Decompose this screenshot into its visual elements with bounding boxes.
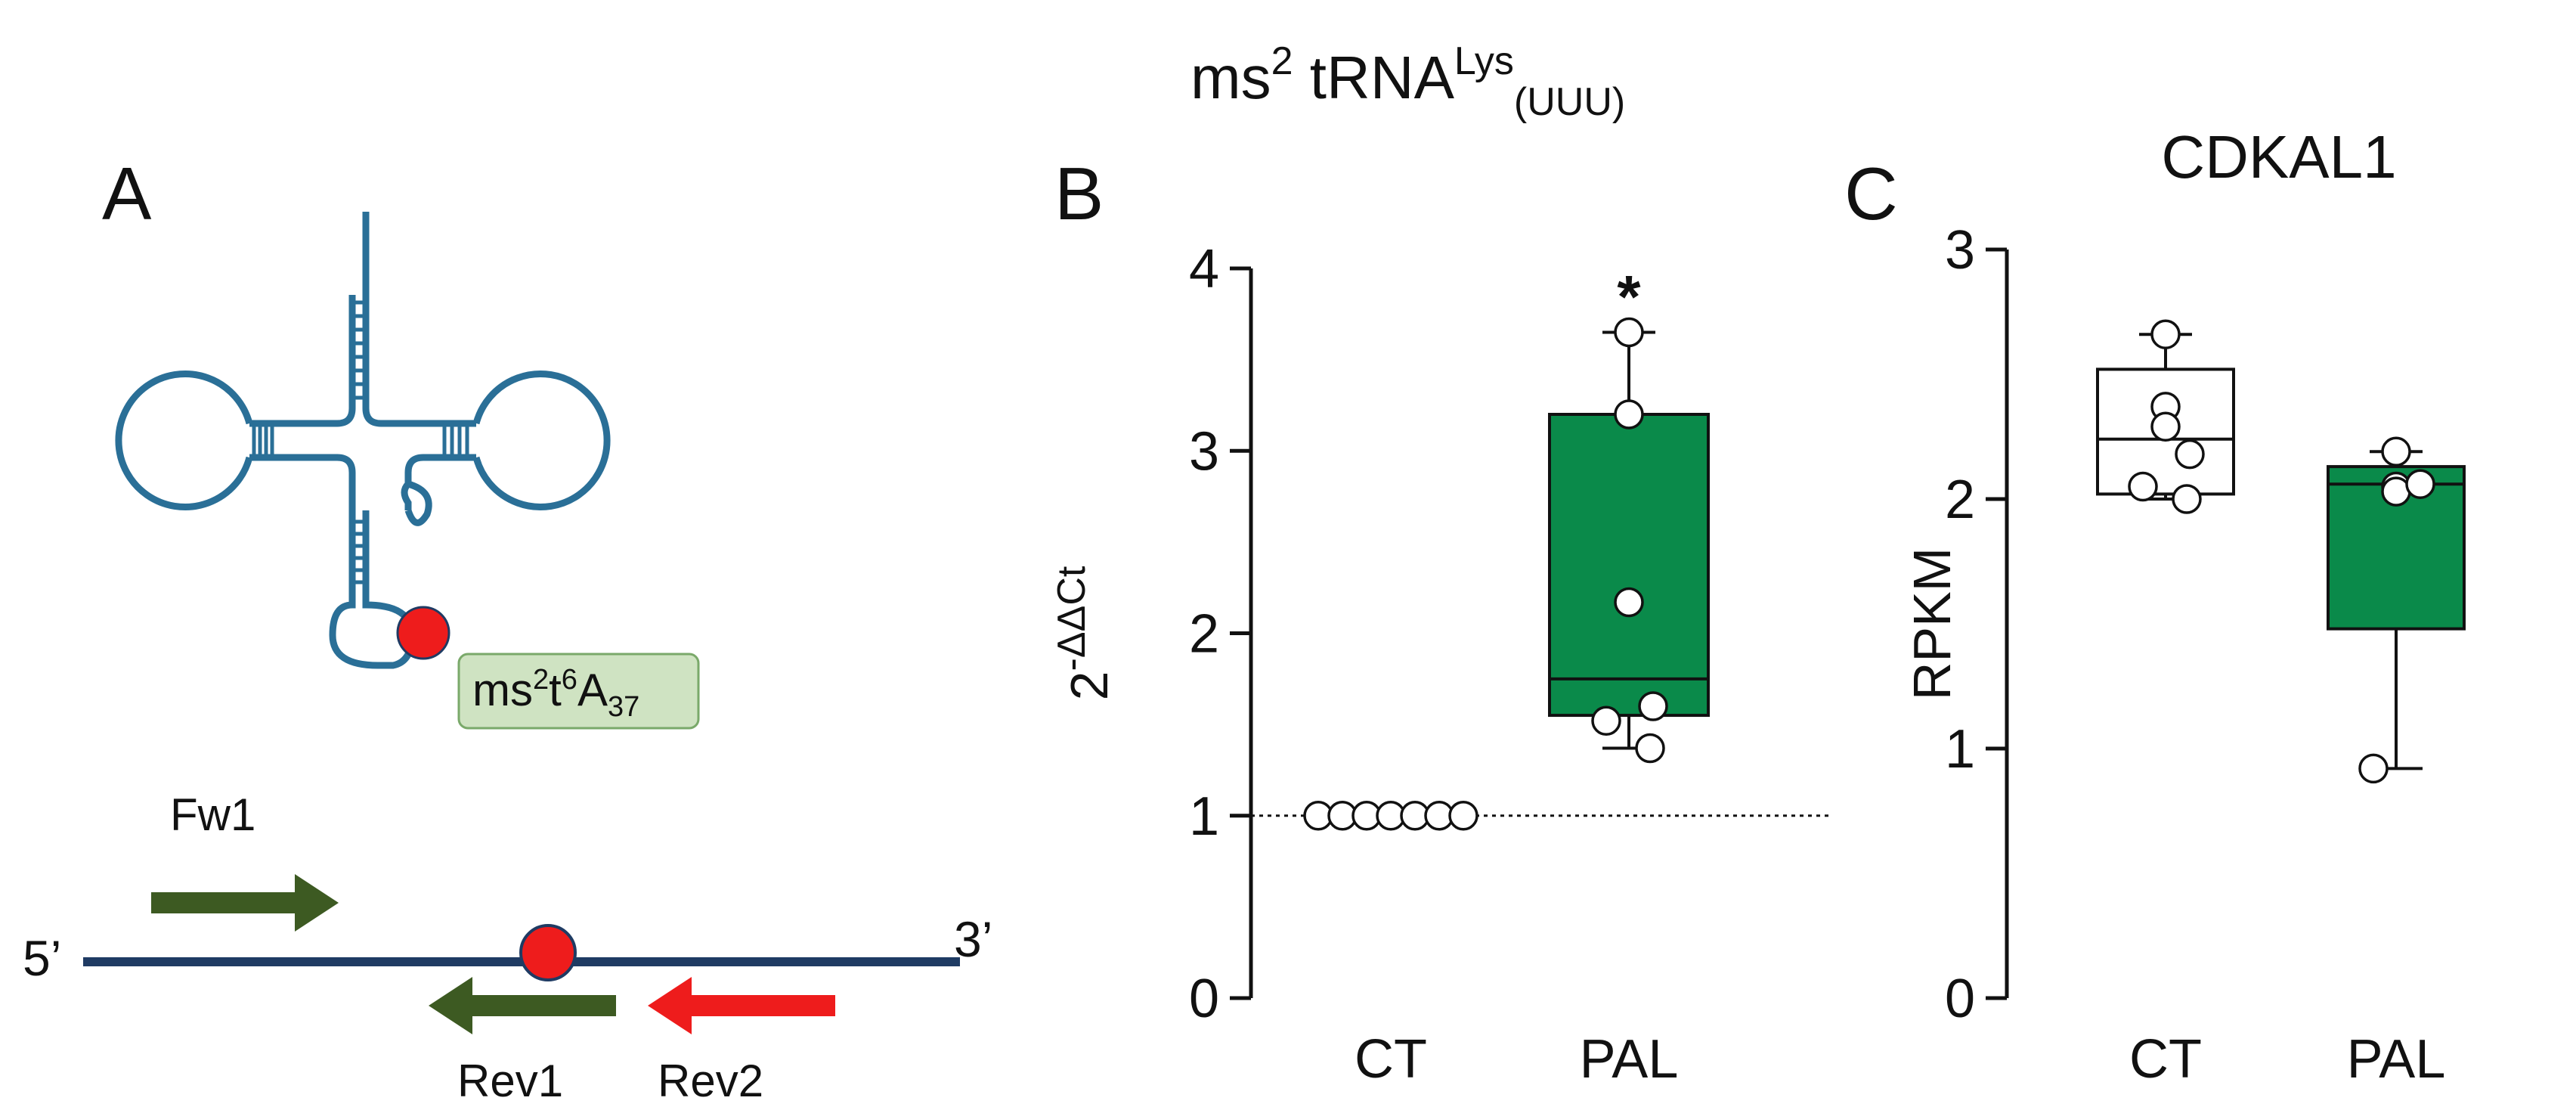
y-tick-label-3: 3 <box>1189 421 1219 482</box>
primer-rev2-arrow <box>648 977 835 1034</box>
data-point-pal-0 <box>2381 436 2411 467</box>
chart-b: 0 1 2 3 4 2-ΔΔCt CT PAL * <box>1050 239 1829 1090</box>
chart-c: 0 1 2 3 RPKM CDKAL1 CT PAL <box>1903 123 2466 1090</box>
x-category-label-pal: PAL <box>1580 1029 1679 1090</box>
y-tick-label-2: 2 <box>1945 470 1975 530</box>
box-pal <box>1548 413 1710 718</box>
three-prime-label: 3’ <box>954 911 992 967</box>
x-category-label-pal: PAL <box>2347 1029 2446 1090</box>
y-tick-label-0: 0 <box>1945 969 1975 1029</box>
y-tick-label-2: 2 <box>1189 604 1219 665</box>
panel-b: B 0 1 2 3 4 2-ΔΔCt CT PAL * <box>1050 152 1829 1090</box>
trna-variable-loop <box>404 480 432 526</box>
data-point-pal-2 <box>1614 587 1644 618</box>
header-title: ms2 tRNALys(UUU) <box>1190 39 1625 124</box>
trna-d-arm <box>115 371 274 510</box>
data-point-ct-2 <box>2150 411 2181 442</box>
x-category-label-ct: CT <box>1355 1029 1427 1090</box>
trna-cloverleaf-diagram <box>115 212 611 669</box>
data-point-ct-4 <box>2128 471 2158 502</box>
data-point-pal-4 <box>1591 705 1621 736</box>
trna-anticodon-arm <box>329 510 416 669</box>
x-category-label-ct: CT <box>2129 1029 2202 1090</box>
data-point-pal-3 <box>1638 691 1668 721</box>
modification-label-box <box>457 653 700 730</box>
y-tick-label-1: 1 <box>1189 786 1219 847</box>
primer-rev2-label: Rev2 <box>658 1056 763 1106</box>
panel-c-letter: C <box>1844 152 1898 235</box>
panel-a-letter: A <box>102 152 152 235</box>
y-tick-label-3: 3 <box>1945 220 1975 281</box>
data-point-pal-0 <box>1614 317 1644 348</box>
primer-fw1-arrow <box>151 874 339 932</box>
primer-rev1-arrow <box>429 977 616 1034</box>
data-point-pal-5 <box>1635 733 1665 764</box>
modification-label: ms2t6A37 <box>472 664 639 723</box>
panel-c: C 0 1 2 3 RPKM CDKAL1 CT PAL <box>1844 123 2466 1090</box>
data-point-pal-4 <box>2358 753 2389 784</box>
rna-modification-dot <box>519 924 577 981</box>
data-point-ct-0 <box>2150 319 2181 349</box>
trna-acceptor-stem-rungs <box>352 300 366 400</box>
data-point-ct-3 <box>2175 439 2205 470</box>
primer-fw1-label: Fw1 <box>170 789 255 840</box>
panel-a: A <box>23 152 992 1106</box>
modification-site-dot <box>396 606 450 660</box>
trna-t-arm <box>438 371 611 510</box>
primer-rev1-label: Rev1 <box>457 1056 563 1106</box>
five-prime-label: 5’ <box>23 930 61 986</box>
data-point-pal-3 <box>2405 469 2435 499</box>
y-tick-label-1: 1 <box>1945 719 1975 780</box>
data-point-pal-1 <box>1614 399 1644 429</box>
panel-b-letter: B <box>1054 152 1104 235</box>
y-tick-label-4: 4 <box>1189 239 1219 299</box>
y-axis-label: 2-ΔΔCt <box>1050 566 1119 700</box>
chart-title: CDKAL1 <box>2161 123 2396 191</box>
data-point-ct-6 <box>1448 801 1478 831</box>
primer-map: 5’ 3’ Fw1 Rev1 Rev2 <box>23 789 992 1106</box>
y-tick-label-0: 0 <box>1189 969 1219 1029</box>
trna-core-outline <box>272 408 438 510</box>
y-axis-label: RPKM <box>1903 547 1961 700</box>
data-point-ct-5 <box>2172 484 2202 514</box>
significance-marker: * <box>1617 263 1641 330</box>
